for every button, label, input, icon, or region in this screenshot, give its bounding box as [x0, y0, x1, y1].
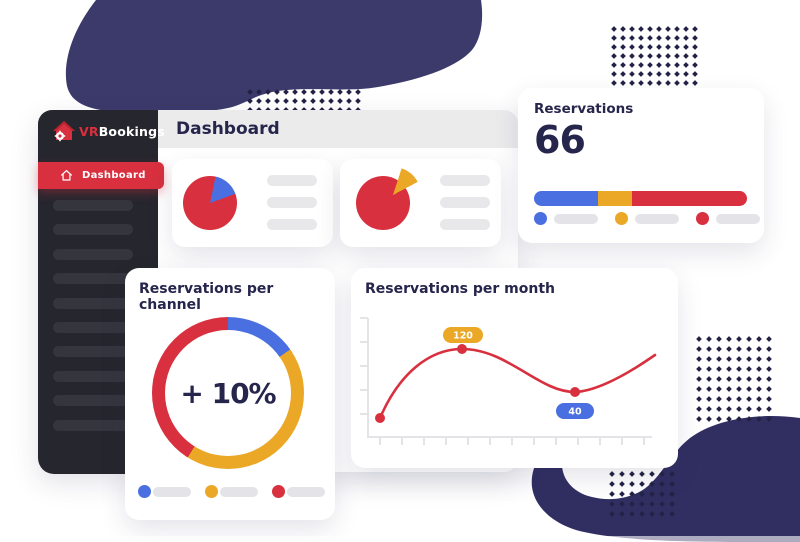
sidebar-placeholder-item — [53, 273, 133, 285]
pie-chart-red-blue — [183, 176, 237, 230]
line-chart: 120 40 — [360, 317, 657, 445]
summary-card-pie-yellow — [340, 159, 501, 247]
stacked-bar-chart — [534, 191, 747, 206]
sidebar-item-dashboard[interactable]: Dashboard — [38, 162, 164, 189]
bottom-blob — [531, 416, 800, 542]
summary-card-pie-blue — [172, 159, 333, 247]
month-card: Reservations per month 120 40 — [351, 268, 678, 468]
donut-center-label: + 10% — [180, 376, 276, 410]
stacked-bar-segment — [597, 191, 632, 206]
sidebar-placeholder-item — [53, 370, 133, 382]
sidebar-placeholder-item — [53, 224, 133, 236]
sidebar-placeholder-item — [53, 395, 133, 407]
sidebar-placeholder-item — [53, 248, 133, 260]
text-placeholder-line — [267, 175, 317, 186]
sidebar-placeholder-item — [53, 322, 133, 333]
page-title: Dashboard — [176, 119, 280, 139]
legend-label-placeholder — [287, 486, 325, 497]
channel-card: Reservations per channel + 10% — [125, 268, 335, 520]
app-header: Dashboard — [158, 110, 518, 148]
brand-name-bookings: Bookings — [98, 123, 165, 139]
legend-label-placeholder — [220, 486, 258, 497]
data-point-start — [375, 413, 385, 423]
pie-exploded-yellow-slice — [365, 167, 421, 223]
home-icon — [61, 170, 72, 181]
legend-dot — [138, 485, 151, 498]
sidebar-placeholder-item — [53, 346, 133, 358]
stacked-bar-segment — [631, 191, 747, 206]
text-placeholder-line — [267, 197, 317, 208]
trough-value-label: 40 — [568, 407, 582, 418]
peak-value-label: 120 — [453, 331, 473, 342]
text-placeholder-line — [440, 219, 490, 230]
dot-grid-pattern — [611, 26, 702, 90]
brand-logo: VRBookings — [52, 120, 165, 142]
data-point-trough — [570, 387, 580, 397]
peak-value-pill — [443, 327, 483, 343]
legend-dot — [696, 212, 709, 225]
reservations-title: Reservations — [534, 101, 634, 117]
data-point-peak — [457, 344, 467, 354]
legend-label-placeholder — [153, 486, 191, 497]
legend-dot — [615, 212, 628, 225]
dot-grid-pattern — [609, 471, 680, 522]
legend-dot — [205, 485, 218, 498]
sidebar-placeholder-item — [53, 419, 133, 431]
house-gear-logo-icon — [53, 121, 75, 142]
brand-name: VRBookings — [79, 124, 165, 139]
legend-label-placeholder — [635, 213, 679, 224]
trough-value-pill — [556, 403, 594, 419]
brand-name-vr: VR — [79, 123, 99, 139]
donut-center: + 10% — [165, 330, 291, 456]
stacked-bar-segment — [534, 191, 598, 206]
channel-title: Reservations per channel — [139, 281, 274, 313]
reservations-total: 66 — [534, 118, 586, 162]
line-series — [378, 347, 657, 420]
text-placeholder-line — [440, 197, 490, 208]
channel-legend — [138, 485, 325, 498]
sidebar-placeholder-item — [53, 297, 133, 309]
legend-label-placeholder — [716, 213, 760, 224]
legend-dot — [534, 212, 547, 225]
donut-chart: + 10% — [152, 317, 304, 469]
sidebar-item-label: Dashboard — [82, 170, 146, 181]
reservations-card: Reservations 66 — [518, 88, 764, 243]
reservations-legend — [534, 212, 760, 225]
top-blob — [65, 0, 483, 114]
axis-ticks — [360, 317, 645, 445]
month-title: Reservations per month — [365, 281, 555, 297]
legend-label-placeholder — [554, 213, 598, 224]
legend-dot — [272, 485, 285, 498]
text-placeholder-line — [267, 219, 317, 230]
sidebar-placeholder-item — [53, 200, 133, 211]
dot-grid-pattern — [696, 336, 777, 427]
text-placeholder-line — [440, 175, 490, 186]
bottom-overlay-strip — [0, 536, 800, 542]
